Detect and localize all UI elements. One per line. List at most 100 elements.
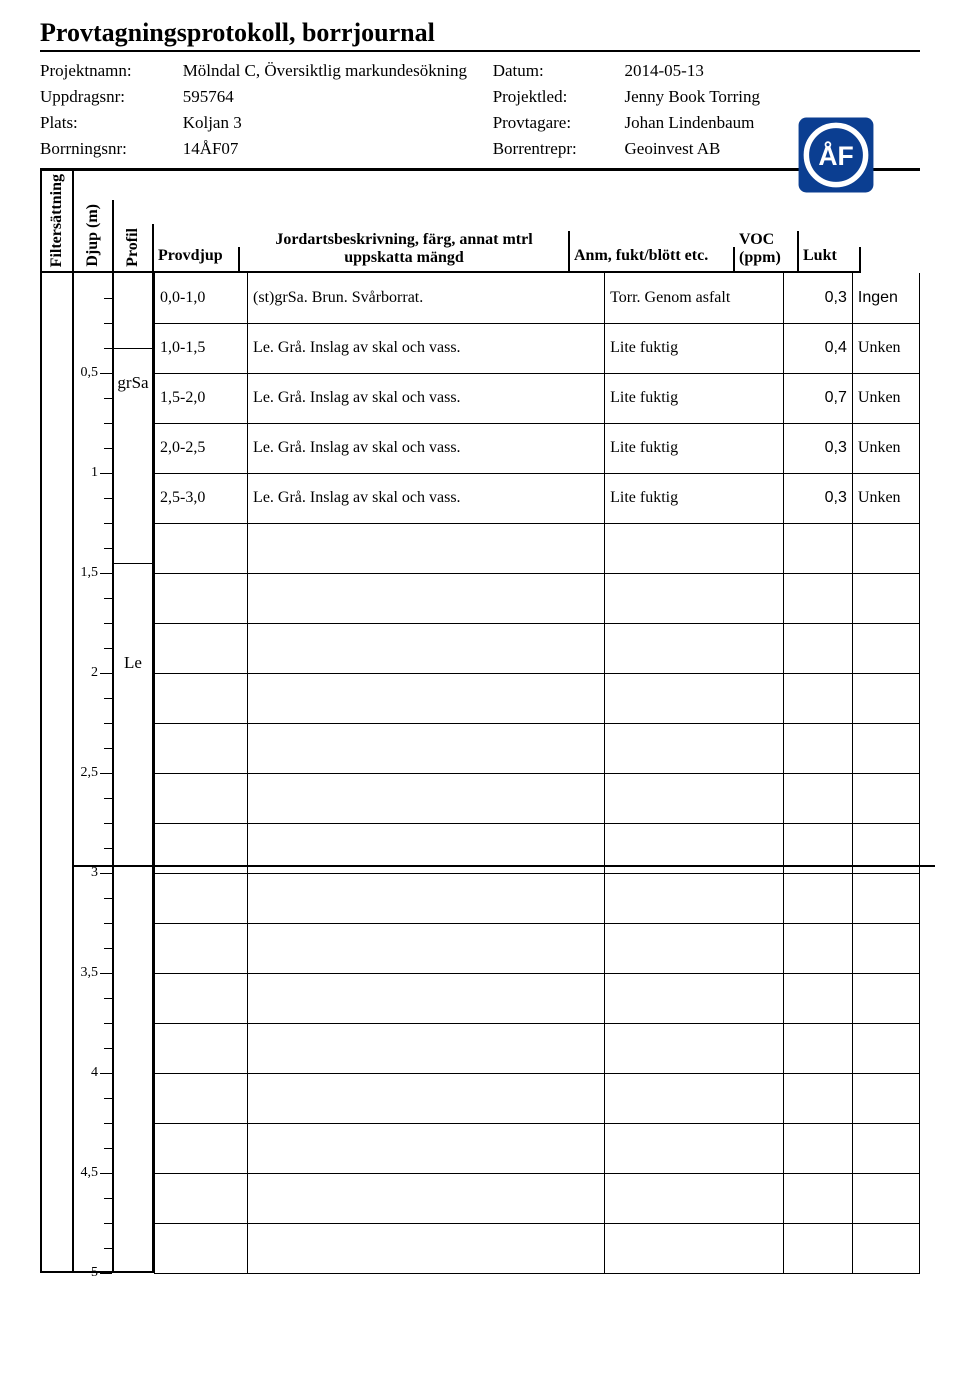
projektnamn-label: Projektnamn:	[40, 58, 183, 84]
header-table: Projektnamn: Mölndal C, Översiktlig mark…	[40, 58, 920, 162]
ruler-label: 2	[91, 665, 98, 681]
djup-column-body: 0,511,522,533,544,55	[74, 273, 114, 1273]
ruler-label: 3	[91, 865, 98, 881]
table-row-empty	[155, 873, 920, 923]
column-header-row: Filtersättning Djup (m) Profil Provdjup …	[40, 169, 920, 273]
ruler-label: 2,5	[81, 765, 99, 781]
cell-lukt: Unken	[852, 423, 919, 473]
table-row: 2,0-2,5Le. Grå. Inslag av skal och vass.…	[155, 423, 920, 473]
ruler-tick-minor	[104, 923, 112, 924]
ruler-tick-major	[100, 1073, 112, 1074]
table-row: 0,0-1,0(st)grSa. Brun. Svårborrat.Torr. …	[155, 273, 920, 323]
col-provdjup-header: Provdjup	[154, 247, 240, 273]
ruler-tick-minor	[104, 1048, 112, 1049]
ruler-tick-minor	[104, 398, 112, 399]
cell-voc: 0,3	[783, 473, 852, 523]
body-row: 0,511,522,533,544,55 grSa Le 0,0-1,0(st)…	[40, 273, 920, 1274]
cell-lukt: Unken	[852, 473, 919, 523]
ruler-tick-minor	[104, 1248, 112, 1249]
ruler-tick-minor	[104, 648, 112, 649]
ruler-tick-minor	[104, 898, 112, 899]
ruler-tick-minor	[104, 298, 112, 299]
datum-value: 2014-05-13	[625, 58, 830, 84]
table-row-empty	[155, 573, 920, 623]
col-voc-header: VOC (ppm)	[735, 231, 799, 273]
projektnamn-value: Mölndal C, Översiktlig markundesökning	[183, 58, 493, 84]
table-row-empty	[155, 1073, 920, 1123]
uppdragsnr-label: Uppdragsnr:	[40, 84, 183, 110]
ruler-tick-minor	[104, 598, 112, 599]
col-filter-header: Filtersättning	[40, 170, 74, 273]
ruler-tick-minor	[104, 723, 112, 724]
ruler-tick-minor	[104, 1148, 112, 1149]
data-table: 0,0-1,0(st)grSa. Brun. Svårborrat.Torr. …	[154, 273, 920, 1274]
projektled-value: Jenny Book Torring	[625, 84, 830, 110]
ruler-tick-major	[100, 773, 112, 774]
table-row: 2,5-3,0Le. Grå. Inslag av skal och vass.…	[155, 473, 920, 523]
col-jord-header: Jordartsbeskrivning, färg, annat mtrl up…	[240, 231, 570, 273]
table-row-empty	[155, 973, 920, 1023]
cell-anm: Torr. Genom asfalt	[605, 273, 784, 323]
borrentrepr-label: Borrentrepr:	[493, 136, 625, 162]
cell-provdjup: 0,0-1,0	[155, 273, 248, 323]
cell-voc: 0,4	[783, 323, 852, 373]
ruler-tick-minor	[104, 323, 112, 324]
table-row: 1,5-2,0Le. Grå. Inslag av skal och vass.…	[155, 373, 920, 423]
ruler-tick-minor	[104, 523, 112, 524]
cell-provdjup: 2,5-3,0	[155, 473, 248, 523]
ruler-tick-major	[100, 473, 112, 474]
ruler-label: 5	[91, 1265, 98, 1281]
cell-voc: 0,7	[783, 373, 852, 423]
cell-jord: Le. Grå. Inslag av skal och vass.	[248, 473, 605, 523]
ruler-tick-minor	[104, 1198, 112, 1199]
ruler-tick-major	[100, 973, 112, 974]
cell-anm: Lite fuktig	[605, 473, 784, 523]
table-row-empty	[155, 623, 920, 673]
cell-provdjup: 2,0-2,5	[155, 423, 248, 473]
ruler-tick-major	[100, 673, 112, 674]
table-row-empty	[155, 673, 920, 723]
ruler-tick-minor	[104, 698, 112, 699]
table-row: 1,0-1,5Le. Grå. Inslag av skal och vass.…	[155, 323, 920, 373]
ruler-label: 1,5	[81, 565, 99, 581]
af-logo-icon: ÅF	[797, 116, 875, 194]
table-row-empty	[155, 723, 920, 773]
cell-voc: 0,3	[783, 273, 852, 323]
ruler-tick-minor	[104, 623, 112, 624]
ruler-tick-major	[100, 573, 112, 574]
provtagare-label: Provtagare:	[493, 110, 625, 136]
table-row-empty	[155, 1173, 920, 1223]
page-title: Provtagningsprotokoll, borrjournal	[40, 18, 920, 48]
ruler-label: 4	[91, 1065, 98, 1081]
table-row-empty	[155, 773, 920, 823]
ruler-tick-minor	[104, 948, 112, 949]
ruler-tick-major	[100, 1173, 112, 1174]
ruler-tick-minor	[104, 548, 112, 549]
col-djup-header: Djup (m)	[74, 200, 114, 273]
ruler-tick-minor	[104, 1123, 112, 1124]
uppdragsnr-value: 595764	[183, 84, 493, 110]
ruler-tick-minor	[104, 1223, 112, 1224]
ruler-tick-minor	[104, 1098, 112, 1099]
ruler-tick-minor	[104, 348, 112, 349]
ruler-label: 4,5	[81, 1165, 99, 1181]
table-row-empty	[155, 523, 920, 573]
cell-jord: Le. Grå. Inslag av skal och vass.	[248, 323, 605, 373]
table-row-empty	[155, 1023, 920, 1073]
cell-anm: Lite fuktig	[605, 423, 784, 473]
ruler-tick-minor	[104, 1023, 112, 1024]
ruler-tick-minor	[104, 748, 112, 749]
datum-label: Datum:	[493, 58, 625, 84]
cell-jord: (st)grSa. Brun. Svårborrat.	[248, 273, 605, 323]
cell-voc: 0,3	[783, 423, 852, 473]
table-row-empty	[155, 923, 920, 973]
data-column-body: 0,0-1,0(st)grSa. Brun. Svårborrat.Torr. …	[154, 273, 920, 1274]
ruler-label: 3,5	[81, 965, 99, 981]
cell-anm: Lite fuktig	[605, 373, 784, 423]
cell-lukt: Unken	[852, 323, 919, 373]
col-profil-header: Profil	[114, 224, 154, 273]
table-row-empty	[155, 1123, 920, 1173]
ruler-tick-minor	[104, 498, 112, 499]
cell-lukt: Unken	[852, 373, 919, 423]
plats-label: Plats:	[40, 110, 183, 136]
